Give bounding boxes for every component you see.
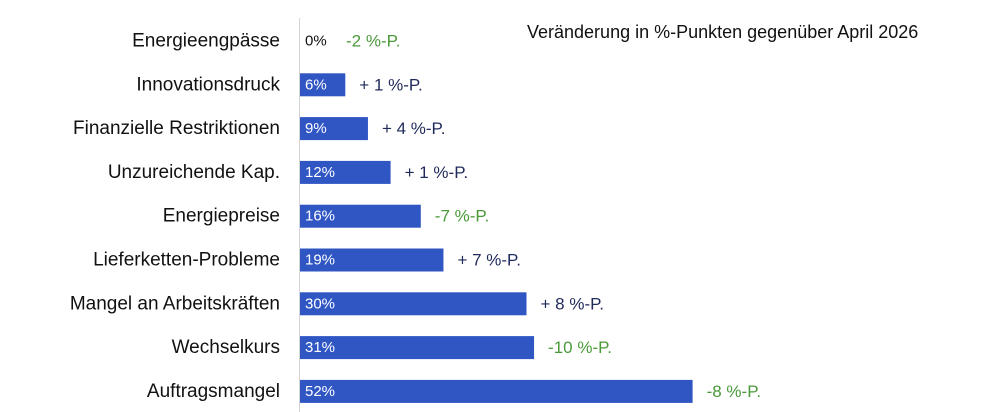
change-label: + 7 %-P. [457,251,520,270]
change-label: -8 %-P. [707,382,762,401]
bar-value-label: 6% [305,76,327,93]
bar-value-label: 31% [305,339,335,356]
category-label: Innovationsdruck [136,74,280,95]
category-label: Mangel an Arbeitskräften [70,293,280,314]
change-label: -10 %-P. [548,338,612,357]
change-label: + 1 %-P. [405,163,468,182]
bar [300,117,368,141]
change-label: -7 %-P. [435,207,490,226]
bar-value-label: 30% [305,295,335,312]
bar [300,336,535,360]
bar [300,248,444,272]
bar-value-label: 9% [305,120,327,137]
bar [300,292,527,316]
bar-value-label: 19% [305,252,335,269]
bar-value-label: 16% [305,208,335,225]
change-label: + 4 %-P. [382,119,445,138]
change-label: + 8 %-P. [541,294,604,313]
bar-value-label: 12% [305,164,335,181]
bar [300,73,346,97]
category-label: Wechselkurs [172,337,280,358]
chart-subtitle: Veränderung in %-Punkten gegenüber April… [527,22,919,42]
bar [300,204,421,228]
change-label: -2 %-P. [346,32,401,51]
category-label: Finanzielle Restriktionen [73,118,280,139]
category-label: Lieferketten-Probleme [93,250,280,271]
bar-value-label: 52% [305,383,335,400]
bar-value-label: 0% [305,33,327,50]
category-label: Energiepreise [163,206,280,227]
change-label: + 1 %-P. [359,75,422,94]
bars-group [300,73,693,403]
category-label: Unzureichende Kap. [108,162,280,183]
labels-group: Energieengpässe 0% -2 %-P. Innovationsdruck… [70,31,761,402]
bar [300,379,693,403]
bar [300,160,391,184]
category-label: Auftragsmangel [147,381,280,402]
category-label: Energieengpässe [132,31,280,52]
